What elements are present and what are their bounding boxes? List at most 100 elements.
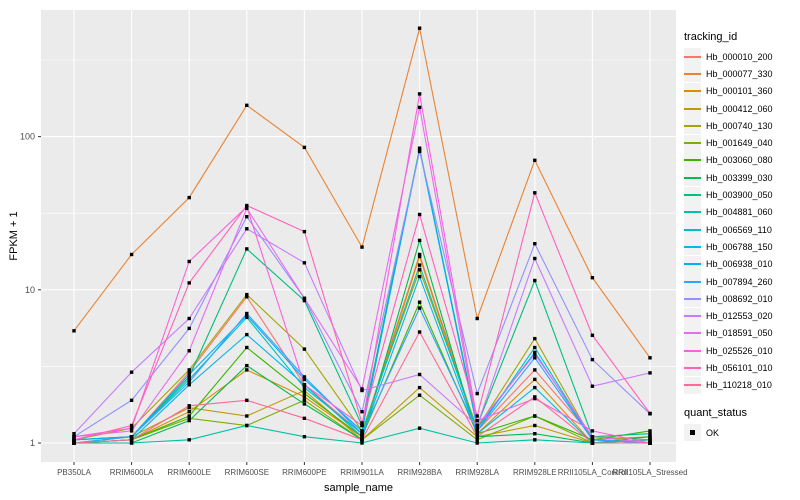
legend-key xyxy=(684,48,701,66)
data-point xyxy=(417,254,422,259)
series-color-line-icon xyxy=(684,297,701,300)
data-point xyxy=(417,372,422,377)
legend-item: Hb_008692_010 xyxy=(684,290,800,308)
data-point xyxy=(648,411,652,416)
legend-key xyxy=(684,324,701,342)
legend-item-label: Hb_007894_260 xyxy=(706,276,773,287)
legend-item-label: Hb_006788_150 xyxy=(706,241,773,252)
data-point xyxy=(72,435,76,439)
legend-key xyxy=(684,134,701,152)
data-point xyxy=(533,414,537,418)
legend-item-label: Hb_000412_060 xyxy=(706,103,773,114)
legend-key xyxy=(684,359,701,377)
data-point xyxy=(417,426,422,430)
data-point xyxy=(533,350,537,355)
legend-item-label: Hb_003900_050 xyxy=(706,190,773,201)
series-color-line-icon xyxy=(684,245,701,248)
data-point xyxy=(590,435,595,439)
data-point xyxy=(648,432,652,436)
series-color-line-icon xyxy=(684,90,701,93)
data-point xyxy=(475,426,479,430)
data-point xyxy=(129,429,134,433)
legend-key xyxy=(684,376,701,394)
x-tick-label: RRIM600LE xyxy=(167,468,211,477)
data-point xyxy=(360,432,364,436)
data-point xyxy=(129,435,134,439)
data-point xyxy=(417,268,422,272)
data-point xyxy=(533,256,537,261)
data-point xyxy=(187,195,191,200)
data-point xyxy=(187,418,191,423)
x-tick-label: RRIM928BA xyxy=(397,468,442,477)
data-point xyxy=(187,404,191,408)
data-point xyxy=(245,103,249,107)
legend-item: Hb_003900_050 xyxy=(684,186,800,204)
data-point xyxy=(533,242,537,246)
data-point xyxy=(533,356,537,360)
data-point xyxy=(475,438,479,442)
data-point xyxy=(187,370,191,374)
legend-key xyxy=(684,238,701,256)
data-point xyxy=(590,429,595,433)
series-color-line-icon xyxy=(684,107,701,110)
legend-item-label: Hb_008692_010 xyxy=(706,293,773,304)
legend-key xyxy=(684,186,701,204)
legend-item: Hb_110218_010 xyxy=(684,376,800,394)
data-point xyxy=(417,149,422,154)
data-point xyxy=(417,26,422,30)
data-point xyxy=(129,441,134,445)
data-point xyxy=(360,435,364,439)
data-point xyxy=(187,383,191,387)
data-point xyxy=(129,438,134,442)
data-point xyxy=(129,252,134,257)
data-point xyxy=(302,402,307,406)
legend-item: Hb_000412_060 xyxy=(684,100,800,118)
data-point xyxy=(245,292,249,297)
data-point xyxy=(590,438,595,442)
x-tick-label: RRIM600PE xyxy=(282,468,326,477)
legend-item-label: OK xyxy=(706,427,720,438)
legend-key xyxy=(684,221,701,239)
legend-item-ok: OK xyxy=(684,424,800,442)
legend-title-tracking-id: tracking_id xyxy=(684,31,738,43)
data-point xyxy=(590,276,595,280)
data-point xyxy=(648,371,652,375)
data-point xyxy=(533,336,537,341)
data-point xyxy=(302,229,307,234)
y-tick-label: 10 xyxy=(25,285,35,295)
data-point xyxy=(533,385,537,390)
data-point xyxy=(245,345,249,350)
y-axis-title: FPKM + 1 xyxy=(8,211,20,261)
data-point xyxy=(245,227,249,231)
data-point xyxy=(360,441,364,445)
data-point xyxy=(475,316,479,321)
legend-key xyxy=(684,100,701,118)
data-point xyxy=(302,435,307,439)
series-color-line-icon xyxy=(684,124,701,127)
data-point xyxy=(475,414,479,418)
data-point xyxy=(302,347,307,351)
data-point xyxy=(302,296,307,300)
data-point xyxy=(187,375,191,379)
data-point xyxy=(187,259,191,264)
x-tick-label: RRII105LA_Stressed xyxy=(612,468,687,477)
data-point xyxy=(533,432,537,436)
data-point xyxy=(533,423,537,428)
series-color-line-icon xyxy=(684,332,701,335)
data-point xyxy=(72,329,76,333)
legend-item: Hb_006788_150 xyxy=(684,238,800,256)
data-point xyxy=(302,395,307,399)
data-point xyxy=(187,438,191,442)
data-point xyxy=(72,438,76,442)
data-point xyxy=(360,438,364,442)
x-tick-label: RRIM928LA xyxy=(455,468,499,477)
data-point xyxy=(187,326,191,331)
series-color-line-icon xyxy=(684,315,701,318)
legend-item: Hb_000010_200 xyxy=(684,48,800,66)
data-point xyxy=(187,372,191,377)
legend-key xyxy=(684,82,701,100)
data-point xyxy=(302,416,307,420)
data-point xyxy=(302,298,307,303)
data-point xyxy=(129,426,134,430)
data-point xyxy=(72,441,76,445)
